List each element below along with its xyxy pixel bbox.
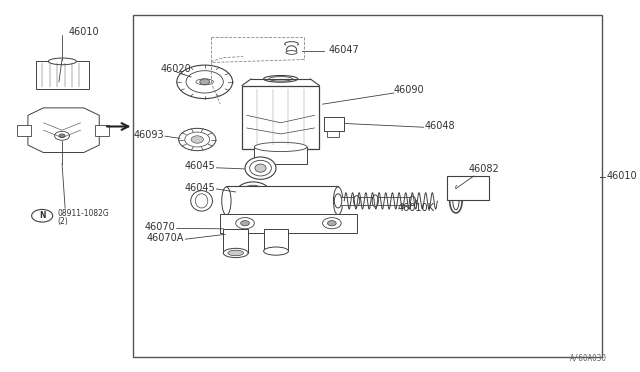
Text: 46020: 46020 <box>161 64 191 74</box>
Ellipse shape <box>453 192 459 210</box>
Bar <box>242 86 319 149</box>
Circle shape <box>177 65 232 99</box>
Bar <box>286 43 297 51</box>
Text: 46082: 46082 <box>468 164 499 174</box>
Bar <box>264 229 289 251</box>
Ellipse shape <box>250 160 271 176</box>
Circle shape <box>241 221 250 226</box>
Bar <box>254 147 307 164</box>
Bar <box>36 61 89 89</box>
Circle shape <box>31 209 52 222</box>
Ellipse shape <box>269 77 292 81</box>
Ellipse shape <box>410 196 415 206</box>
Bar <box>227 186 338 216</box>
Ellipse shape <box>241 185 265 200</box>
Circle shape <box>200 79 210 85</box>
Ellipse shape <box>264 247 289 255</box>
Bar <box>95 125 109 136</box>
Bar <box>327 131 339 137</box>
Ellipse shape <box>450 189 462 213</box>
Circle shape <box>185 132 210 147</box>
Text: N: N <box>39 211 45 220</box>
Ellipse shape <box>286 51 297 54</box>
Ellipse shape <box>255 164 266 172</box>
Bar <box>133 15 602 357</box>
Ellipse shape <box>285 42 298 46</box>
Circle shape <box>328 221 336 226</box>
Bar <box>220 214 356 232</box>
Ellipse shape <box>228 250 243 256</box>
Ellipse shape <box>353 196 360 206</box>
Ellipse shape <box>195 194 208 208</box>
Text: 46047: 46047 <box>329 45 360 55</box>
Circle shape <box>59 134 65 138</box>
Ellipse shape <box>333 187 342 215</box>
Text: 46070A: 46070A <box>147 233 184 243</box>
Circle shape <box>179 128 216 151</box>
Text: 46010: 46010 <box>68 27 99 36</box>
Text: 46048: 46048 <box>425 122 456 131</box>
Ellipse shape <box>254 142 307 152</box>
Circle shape <box>191 136 204 143</box>
Text: 46010K: 46010K <box>397 203 434 213</box>
Text: 46090: 46090 <box>394 85 424 95</box>
Bar <box>17 125 31 136</box>
Ellipse shape <box>221 187 231 215</box>
Bar <box>223 229 248 253</box>
Bar <box>324 117 344 131</box>
Text: A/60A030: A/60A030 <box>570 354 607 363</box>
Ellipse shape <box>236 182 270 203</box>
Bar <box>338 197 413 205</box>
Ellipse shape <box>223 248 248 258</box>
Ellipse shape <box>196 79 213 85</box>
Ellipse shape <box>264 76 298 82</box>
Text: 46045: 46045 <box>184 161 215 171</box>
Circle shape <box>54 131 70 140</box>
Text: 46070: 46070 <box>145 222 175 232</box>
Text: 46093: 46093 <box>134 130 164 140</box>
Text: (2): (2) <box>57 217 68 226</box>
Circle shape <box>236 218 254 229</box>
Circle shape <box>323 218 341 229</box>
Ellipse shape <box>191 191 212 211</box>
Ellipse shape <box>372 195 378 207</box>
Bar <box>447 176 489 200</box>
Text: 46045: 46045 <box>184 183 215 193</box>
Polygon shape <box>28 108 99 153</box>
Ellipse shape <box>287 46 296 53</box>
Ellipse shape <box>49 58 76 65</box>
Ellipse shape <box>334 194 342 208</box>
Circle shape <box>186 71 223 93</box>
Ellipse shape <box>245 157 276 179</box>
Text: 08911-1082G: 08911-1082G <box>57 209 109 218</box>
Text: 46010: 46010 <box>607 171 637 181</box>
